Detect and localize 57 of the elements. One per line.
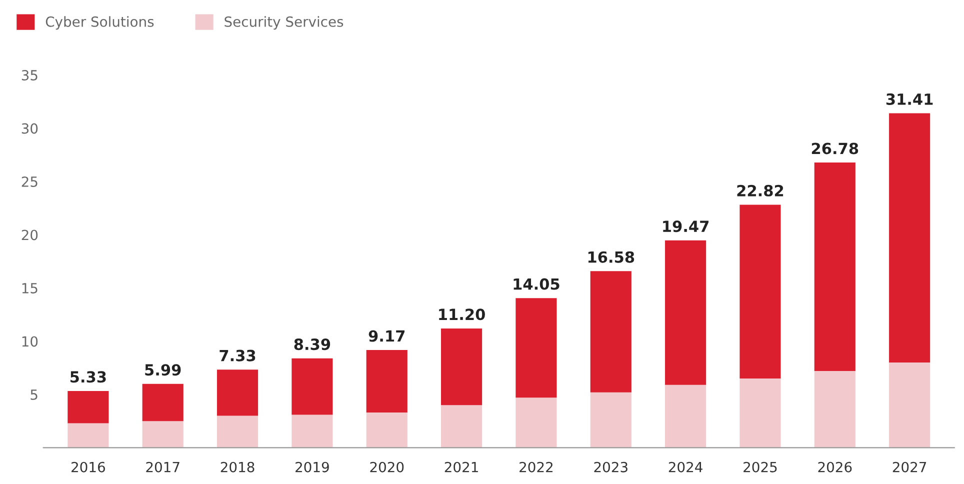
total-label: 16.58 xyxy=(588,251,634,263)
bar xyxy=(366,412,408,448)
x-tick-label: 2021 xyxy=(444,462,478,472)
x-tick-label: 2022 xyxy=(520,462,552,472)
x-tick-label: 2023 xyxy=(594,462,628,472)
bar xyxy=(68,423,109,448)
total-label: 26.78 xyxy=(812,142,858,154)
bar xyxy=(516,398,557,448)
total-label: 14.05 xyxy=(514,278,560,290)
y-tick-label: 30 xyxy=(22,123,38,134)
legend-label: Security Services xyxy=(224,16,344,30)
bar xyxy=(68,390,109,424)
x-tick-label: 2027 xyxy=(892,462,926,472)
bar xyxy=(516,298,557,398)
bar xyxy=(889,113,930,363)
bar xyxy=(740,204,781,378)
y-tick-label: 10 xyxy=(22,336,38,347)
x-tick-label: 2016 xyxy=(72,462,105,472)
bar xyxy=(292,358,333,415)
y-tick-label: 25 xyxy=(22,176,38,187)
y-tick-label: 15 xyxy=(22,283,38,294)
y-tick-label: 20 xyxy=(22,230,38,240)
x-tick-label: 2025 xyxy=(744,462,777,472)
y-tick-label: 35 xyxy=(22,70,38,80)
bar xyxy=(665,384,706,448)
bar xyxy=(740,378,781,448)
x-tick-label: 2024 xyxy=(668,462,702,472)
bar xyxy=(366,350,408,413)
x-tick-label: 2020 xyxy=(370,462,404,472)
x-tick-label: 2017 xyxy=(146,462,180,472)
total-label: 8.39 xyxy=(294,338,330,350)
bar xyxy=(590,271,632,392)
legend-label: Cyber Solutions xyxy=(46,16,154,30)
total-label: 9.17 xyxy=(368,330,404,342)
bar xyxy=(216,416,258,448)
bar xyxy=(142,384,184,422)
total-label: 11.20 xyxy=(439,308,485,320)
x-tick-label: 2026 xyxy=(818,462,852,472)
bar xyxy=(292,414,333,448)
bar xyxy=(142,421,184,448)
x-tick-label: 2018 xyxy=(220,462,254,472)
total-label: 31.41 xyxy=(886,93,933,105)
bar xyxy=(665,240,706,385)
bar xyxy=(889,362,930,448)
bar xyxy=(441,405,482,448)
x-tick-label: 2019 xyxy=(296,462,329,472)
total-label: 22.82 xyxy=(737,184,784,196)
total-label: 7.33 xyxy=(220,350,256,362)
bar xyxy=(441,328,482,406)
bar xyxy=(216,370,258,416)
total-label: 19.47 xyxy=(663,220,708,232)
total-label: 5.33 xyxy=(70,371,106,383)
bar xyxy=(814,162,856,372)
y-tick-label: 5 xyxy=(30,390,38,400)
bar xyxy=(590,392,632,448)
total-label: 5.99 xyxy=(145,364,181,376)
bar xyxy=(814,371,856,448)
